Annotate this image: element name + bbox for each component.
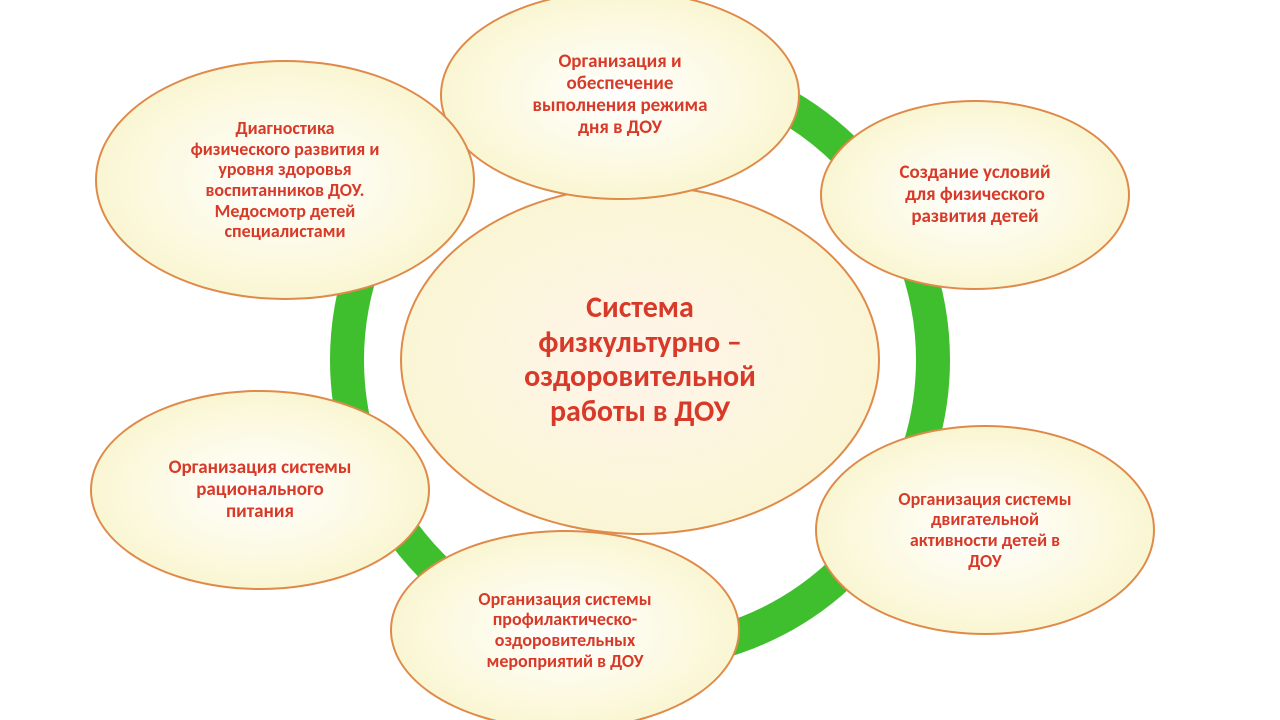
node-bottom-text: Организация системы профилактическо- озд…: [460, 589, 669, 672]
node-bottom-left-text: Организация системы рационального питани…: [151, 457, 370, 523]
center-node-text: Система физкультурно – оздоровительной р…: [506, 291, 774, 429]
node-top-text: Организация и обеспечение выполнения реж…: [515, 51, 726, 138]
node-top-left: Диагностика физического развития и уровн…: [95, 60, 475, 300]
diagram-stage: Система физкультурно – оздоровительной р…: [0, 0, 1280, 720]
node-bottom-right: Организация системы двигательной активно…: [815, 425, 1155, 635]
node-top-right: Создание условий для физического развити…: [820, 100, 1130, 290]
node-top-right-text: Создание условий для физического развити…: [881, 162, 1068, 228]
node-bottom-left: Организация системы рационального питани…: [90, 390, 430, 590]
node-bottom: Организация системы профилактическо- озд…: [390, 530, 740, 720]
center-node: Система физкультурно – оздоровительной р…: [400, 185, 880, 535]
node-top-left-text: Диагностика физического развития и уровн…: [173, 118, 398, 242]
node-bottom-right-text: Организация системы двигательной активно…: [880, 489, 1089, 572]
